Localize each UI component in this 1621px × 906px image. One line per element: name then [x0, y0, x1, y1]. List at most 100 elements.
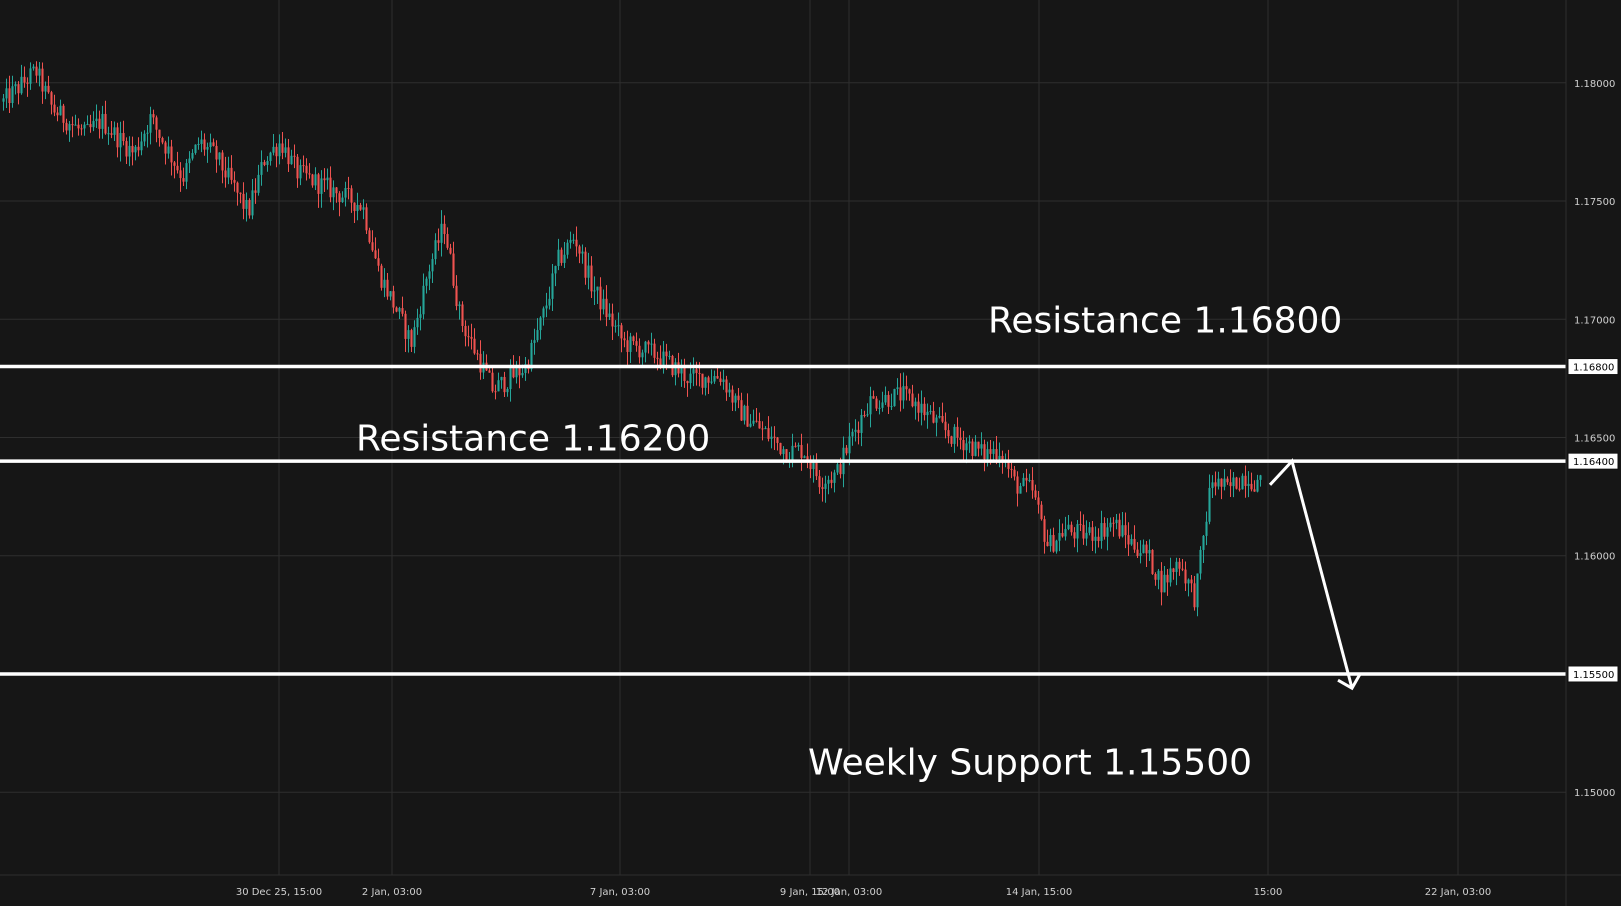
- candle-body: [443, 223, 446, 235]
- candle-body: [242, 193, 245, 209]
- candle-body: [1187, 579, 1190, 584]
- candle-body: [674, 362, 677, 376]
- candle-body: [323, 178, 326, 181]
- candle-body: [125, 141, 128, 157]
- candle-body: [1016, 476, 1019, 494]
- candle-body: [518, 367, 521, 376]
- candle-body: [752, 420, 755, 424]
- candle-body: [371, 242, 374, 251]
- candle-body: [881, 402, 884, 408]
- candle-body: [1202, 535, 1205, 550]
- candle-body: [542, 308, 545, 318]
- candle-body: [380, 265, 383, 288]
- candle-body: [38, 68, 41, 76]
- candle-body: [1229, 482, 1232, 487]
- candle-body: [962, 440, 965, 451]
- candle-body: [140, 141, 143, 151]
- candle-body: [14, 84, 17, 87]
- candle-body: [992, 449, 995, 454]
- candle-body: [89, 124, 92, 128]
- candle-body: [626, 340, 629, 352]
- candle-body: [161, 137, 164, 143]
- candle-body: [422, 285, 425, 315]
- candle-body: [1148, 549, 1151, 554]
- candle-body: [773, 436, 776, 438]
- candle-body: [131, 145, 134, 153]
- candle-body: [1118, 519, 1121, 537]
- candle-body: [68, 124, 71, 131]
- candle-body: [905, 386, 908, 390]
- candle-body: [530, 342, 533, 370]
- candle-body: [1103, 523, 1106, 537]
- candle-body: [137, 146, 140, 151]
- level-badge: [1567, 452, 1619, 470]
- candle-body: [77, 124, 80, 129]
- candle-body: [785, 449, 788, 462]
- candle-body: [1139, 553, 1142, 556]
- candle-body: [281, 143, 284, 153]
- candle-body: [509, 367, 512, 390]
- candle-body: [299, 165, 302, 179]
- candle-body: [80, 128, 83, 130]
- candle-body: [1133, 538, 1136, 550]
- candle-body: [1109, 522, 1112, 528]
- candle-body: [659, 358, 662, 366]
- candle-body: [470, 336, 473, 339]
- projection-arrow: [1268, 458, 1354, 689]
- candle-body: [908, 389, 911, 394]
- candle-body: [317, 174, 320, 194]
- candle-body: [581, 251, 584, 254]
- candle-body: [1169, 568, 1172, 583]
- candle-body: [194, 144, 197, 153]
- candle-body: [41, 68, 44, 92]
- candle-body: [590, 265, 593, 292]
- candle-body: [647, 341, 650, 345]
- candle-body: [455, 285, 458, 307]
- candle-body: [230, 167, 233, 180]
- candle-body: [713, 376, 716, 382]
- candle-body: [1145, 544, 1148, 554]
- candle-body: [578, 246, 581, 254]
- y-tick-label: 1.17500: [1574, 197, 1615, 208]
- candle-body: [890, 406, 893, 408]
- candle-body: [377, 258, 380, 266]
- candle-body: [500, 376, 503, 381]
- candle-body: [935, 417, 938, 423]
- candle-body: [809, 461, 812, 470]
- candle-body: [29, 68, 32, 84]
- candle-body: [1130, 538, 1133, 545]
- candle-body: [791, 445, 794, 461]
- candle-body: [1214, 482, 1217, 487]
- candle-body: [539, 317, 542, 331]
- candle-body: [71, 124, 74, 126]
- candle-body: [425, 278, 428, 286]
- candle-body: [1058, 532, 1061, 541]
- candle-body: [1223, 478, 1226, 487]
- candle-body: [32, 66, 35, 69]
- candle-body: [197, 143, 200, 145]
- candle-body: [1088, 527, 1091, 533]
- candle-body: [875, 398, 878, 409]
- candle-body: [869, 396, 872, 415]
- candle-body: [215, 145, 218, 160]
- candle-body: [698, 372, 701, 374]
- candle-body: [359, 204, 362, 210]
- candle-body: [419, 314, 422, 318]
- candle-body: [1010, 468, 1013, 470]
- candle-body: [209, 142, 212, 148]
- candle-body: [938, 415, 941, 418]
- candle-body: [158, 129, 161, 138]
- candle-body: [302, 165, 305, 167]
- candle-body: [212, 142, 215, 146]
- candle-body: [365, 207, 368, 231]
- candle-body: [5, 88, 8, 99]
- candle-body: [188, 158, 191, 164]
- candle-body: [548, 298, 551, 306]
- candle-body: [1064, 529, 1067, 537]
- candle-body: [479, 353, 482, 373]
- candle-body: [83, 124, 86, 129]
- candle-body: [983, 444, 986, 460]
- candle-body: [1052, 534, 1055, 552]
- candle-body: [599, 286, 602, 310]
